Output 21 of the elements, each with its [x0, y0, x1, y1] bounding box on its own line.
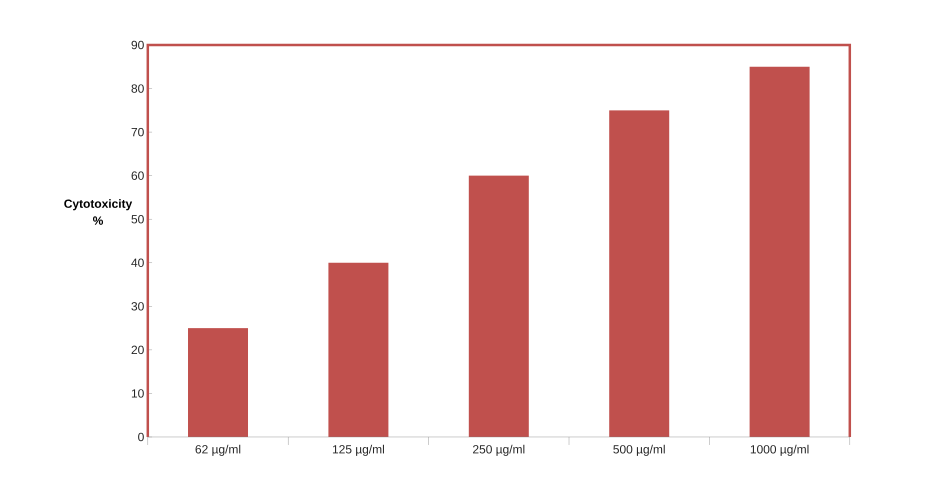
bar: [328, 262, 388, 437]
y-tick-label: 20: [132, 346, 144, 354]
x-tick-label: 62 µg/ml: [196, 444, 240, 456]
x-tick-label: 250 µg/ml: [473, 444, 524, 456]
y-tick-label: 40: [131, 258, 144, 267]
bar: [750, 66, 810, 437]
y-axis-title: Cytotoxicity %: [64, 199, 132, 225]
y-tick-label: 90: [132, 40, 144, 50]
bar: [188, 328, 248, 437]
y-tick-label: 50: [131, 214, 144, 224]
bar: [609, 110, 670, 437]
bar: [468, 176, 529, 437]
y-tick-label: 0: [138, 432, 144, 442]
y-tick-label: 60: [132, 171, 144, 180]
x-tick-label: 1000 µg/ml: [750, 444, 808, 456]
x-tick-label: 125 µg/ml: [332, 444, 384, 456]
y-tick-label: 10: [132, 389, 144, 398]
y-tick-label: 30: [131, 302, 144, 311]
y-tick-label: 80: [132, 84, 144, 93]
y-tick-label: 70: [132, 128, 144, 136]
x-tick-label: 500 µg/ml: [613, 444, 665, 456]
